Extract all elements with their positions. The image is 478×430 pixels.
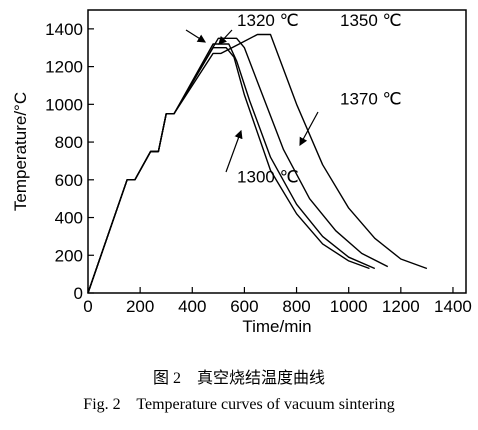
- annotation-arrow: [225, 129, 243, 173]
- y-axis-label: Temperature/°C: [11, 92, 30, 211]
- plot-frame: [87, 9, 467, 294]
- x-tick-label: 800: [282, 297, 310, 316]
- x-tick-label: 1200: [382, 297, 420, 316]
- series-line: [87, 43, 376, 294]
- annotation-label: 1350 ℃: [340, 11, 402, 30]
- annotation-label: 1370 ℃: [340, 89, 402, 108]
- annotation-label: 1300 ℃: [237, 168, 299, 187]
- series-line: [87, 47, 370, 294]
- caption-chinese: 图 2 真空烧结温度曲线: [152, 370, 325, 387]
- x-tick-label: 1000: [330, 297, 368, 316]
- annotation-label: 1320 ℃: [237, 11, 299, 30]
- annotation-arrow: [185, 29, 207, 43]
- annotation-arrow: [218, 29, 233, 45]
- y-tick-label: 1000: [45, 95, 83, 114]
- x-tick-label: 1400: [434, 297, 472, 316]
- caption-english: Fig. 2 Temperature curves of vacuum sint…: [83, 396, 395, 413]
- y-tick-label: 800: [55, 133, 83, 152]
- series-line: [87, 37, 389, 294]
- x-tick-label: 600: [230, 297, 258, 316]
- x-tick-label: 200: [126, 297, 154, 316]
- y-tick-label: 1200: [45, 58, 83, 77]
- y-tick-label: 0: [74, 284, 83, 303]
- y-tick-label: 400: [55, 209, 83, 228]
- y-tick-label: 600: [55, 171, 83, 190]
- y-tick-label: 1400: [45, 20, 83, 39]
- x-tick-label: 400: [178, 297, 206, 316]
- x-axis-label: Time/min: [242, 317, 311, 336]
- x-tick-label: 0: [83, 297, 92, 316]
- y-tick-label: 200: [55, 246, 83, 265]
- series-line: [87, 33, 428, 294]
- annotation-arrow: [299, 111, 319, 147]
